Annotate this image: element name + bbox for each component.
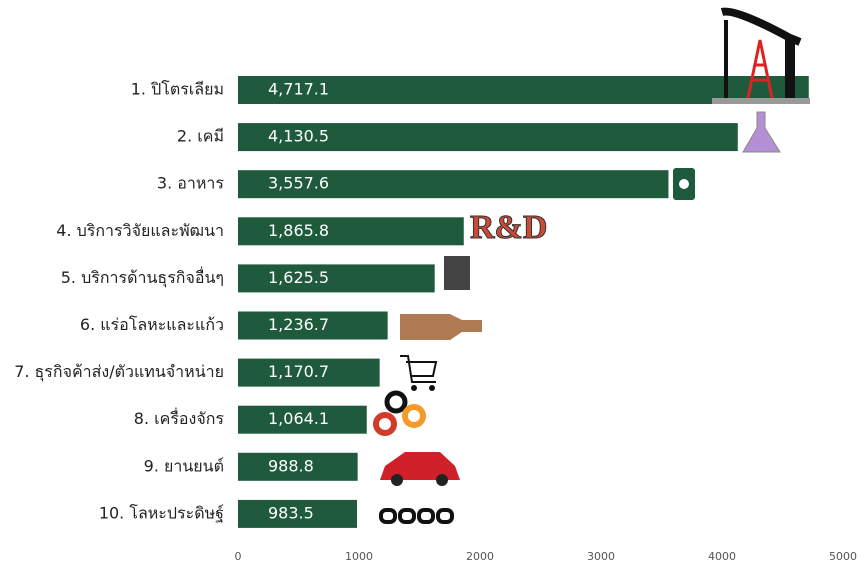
value-label: 4,717.1 — [268, 80, 329, 99]
value-label: 1,064.1 — [268, 409, 329, 428]
x-tick-label: 5000 — [829, 550, 857, 563]
x-tick-label: 4000 — [708, 550, 736, 563]
category-label: 5. บริการด้านธุรกิจอื่นๆ — [61, 266, 224, 288]
icon: R&D — [470, 209, 547, 246]
icon — [712, 98, 810, 104]
icon — [742, 111, 781, 153]
category-label: 3. อาหาร — [157, 174, 224, 193]
bar — [238, 358, 380, 387]
icon — [679, 179, 689, 189]
icon — [724, 20, 728, 98]
bar — [238, 170, 669, 199]
x-tick-label: 1000 — [345, 550, 373, 563]
category-label: 9. ยานยนต์ — [144, 456, 224, 475]
value-label: 3,557.6 — [268, 174, 329, 193]
category-label: 4. บริการวิจัยและพัฒนา — [56, 221, 224, 240]
value-label: 1,865.8 — [268, 221, 329, 240]
icon — [746, 39, 774, 99]
category-label: 7. ธุรกิจค้าส่ง/ตัวแทนจำหน่าย — [14, 362, 224, 382]
icon — [720, 7, 802, 46]
value-label: 988.8 — [268, 456, 314, 475]
value-label: 1,236.7 — [268, 315, 329, 334]
icon — [400, 314, 482, 340]
icon — [429, 385, 435, 391]
icon — [411, 385, 417, 391]
bar — [238, 217, 464, 246]
value-label: 1,170.7 — [268, 362, 329, 381]
icon — [380, 452, 460, 480]
category-label: 6. แร่อโลหะและแก้ว — [80, 315, 224, 334]
icon — [373, 412, 397, 436]
x-tick-label: 0 — [235, 550, 242, 563]
category-label: 8. เครื่องจักร — [134, 407, 225, 428]
icon — [444, 256, 470, 290]
icon — [391, 474, 403, 486]
bar — [238, 452, 358, 481]
bar — [238, 499, 358, 528]
value-label: 1,625.5 — [268, 268, 329, 287]
bar — [238, 264, 435, 293]
icon — [402, 404, 426, 428]
x-tick-label: 3000 — [587, 550, 615, 563]
category-label: 2. เคมี — [177, 127, 224, 146]
icon — [785, 40, 795, 98]
bar — [238, 123, 738, 152]
icon — [384, 390, 408, 414]
icon — [379, 508, 454, 524]
icon — [400, 355, 438, 383]
category-label: 1. ปิโตรเลียม — [131, 80, 224, 99]
x-tick-label: 2000 — [466, 550, 494, 563]
bar — [238, 405, 367, 434]
icons: R&D — [373, 7, 810, 524]
icon — [436, 474, 448, 486]
value-label: 983.5 — [268, 503, 314, 522]
value-label: 4,130.5 — [268, 127, 329, 146]
bar — [238, 311, 388, 340]
category-label: 10. โลหะประดิษฐ์ — [99, 503, 224, 522]
